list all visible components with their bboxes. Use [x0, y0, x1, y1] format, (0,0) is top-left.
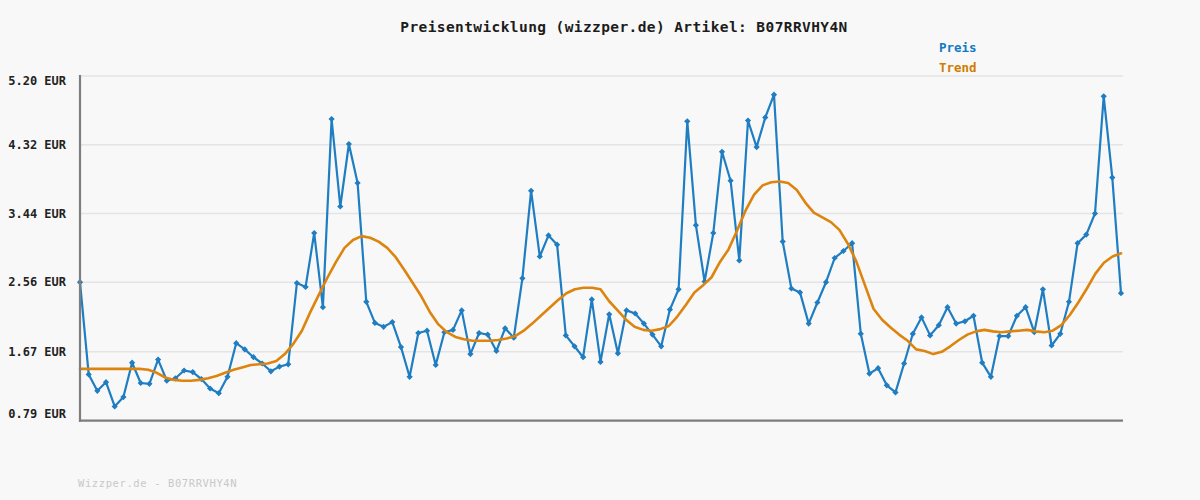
trend-line [80, 182, 1121, 381]
watermark: Wizzper.de - B07RRVHY4N [78, 477, 237, 489]
price-history-chart: Preisentwicklung (wizzper.de) Artikel: B… [0, 0, 1200, 500]
plot-area [0, 0, 1200, 500]
series-lines [77, 92, 1124, 410]
preis-markers [77, 92, 1124, 410]
